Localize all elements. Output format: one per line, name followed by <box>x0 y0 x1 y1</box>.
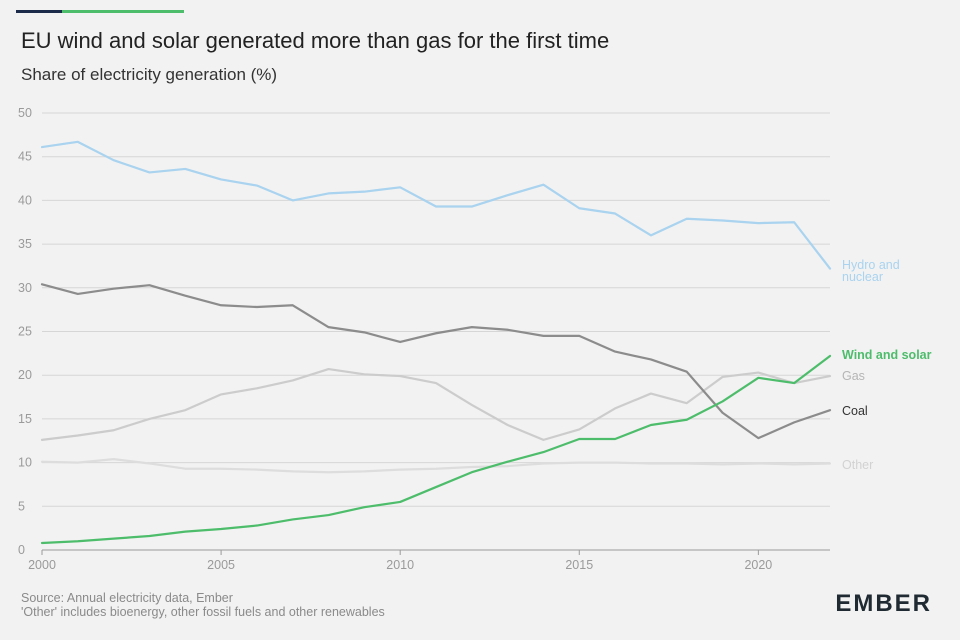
accent-bar-dark <box>16 10 62 13</box>
y-tick-label: 50 <box>18 106 32 120</box>
x-tick-label: 2005 <box>207 558 235 572</box>
y-tick-label: 10 <box>18 456 32 470</box>
series-label-gas: Gas <box>842 369 865 383</box>
accent-bar <box>16 10 184 13</box>
chart-title: EU wind and solar generated more than ga… <box>21 28 610 53</box>
y-tick-label: 5 <box>18 499 25 513</box>
y-tick-label: 0 <box>18 543 25 557</box>
y-tick-label: 20 <box>18 368 32 382</box>
y-tick-label: 45 <box>18 150 32 164</box>
chart-footer: Source: Annual electricity data, Ember '… <box>21 591 385 619</box>
series-line-other <box>40 458 832 474</box>
series-line-wind-and-solar <box>40 354 832 545</box>
ember-logo: EMBER <box>835 590 932 617</box>
y-tick-label: 15 <box>18 412 32 426</box>
series-label-coal: Coal <box>842 404 868 418</box>
accent-bar-green <box>62 10 184 13</box>
series-line-hydro-and-nuclear <box>40 140 832 270</box>
y-tick-label: 40 <box>18 193 32 207</box>
x-tick-label: 2020 <box>744 558 772 572</box>
chart-card: EU wind and solar generated more than ga… <box>4 0 956 640</box>
source-note: Source: Annual electricity data, Ember <box>21 591 233 605</box>
chart-subtitle: Share of electricity generation (%) <box>21 65 278 84</box>
y-tick-label: 30 <box>18 281 32 295</box>
series-label-other: Other <box>842 458 873 472</box>
series-label-hydro-and-nuclear: nuclear <box>842 270 883 284</box>
series-line-gas <box>40 367 832 441</box>
series-label-wind-and-solar: Wind and solar <box>842 348 932 362</box>
x-tick-label: 2010 <box>386 558 414 572</box>
y-tick-label: 25 <box>18 325 32 339</box>
series-label-hydro-and-nuclear: Hydro and <box>842 258 900 272</box>
line-chart: 0 5 10 15 20 25 30 35 40 45 50 2000 2005 2010 2015 2020… <box>18 106 932 572</box>
x-tick-label: 2015 <box>565 558 593 572</box>
x-tick-label: 2000 <box>28 558 56 572</box>
other-note: 'Other' includes bioenergy, other fossil… <box>21 605 385 619</box>
y-tick-label: 35 <box>18 237 32 251</box>
series-line-coal <box>40 283 832 440</box>
